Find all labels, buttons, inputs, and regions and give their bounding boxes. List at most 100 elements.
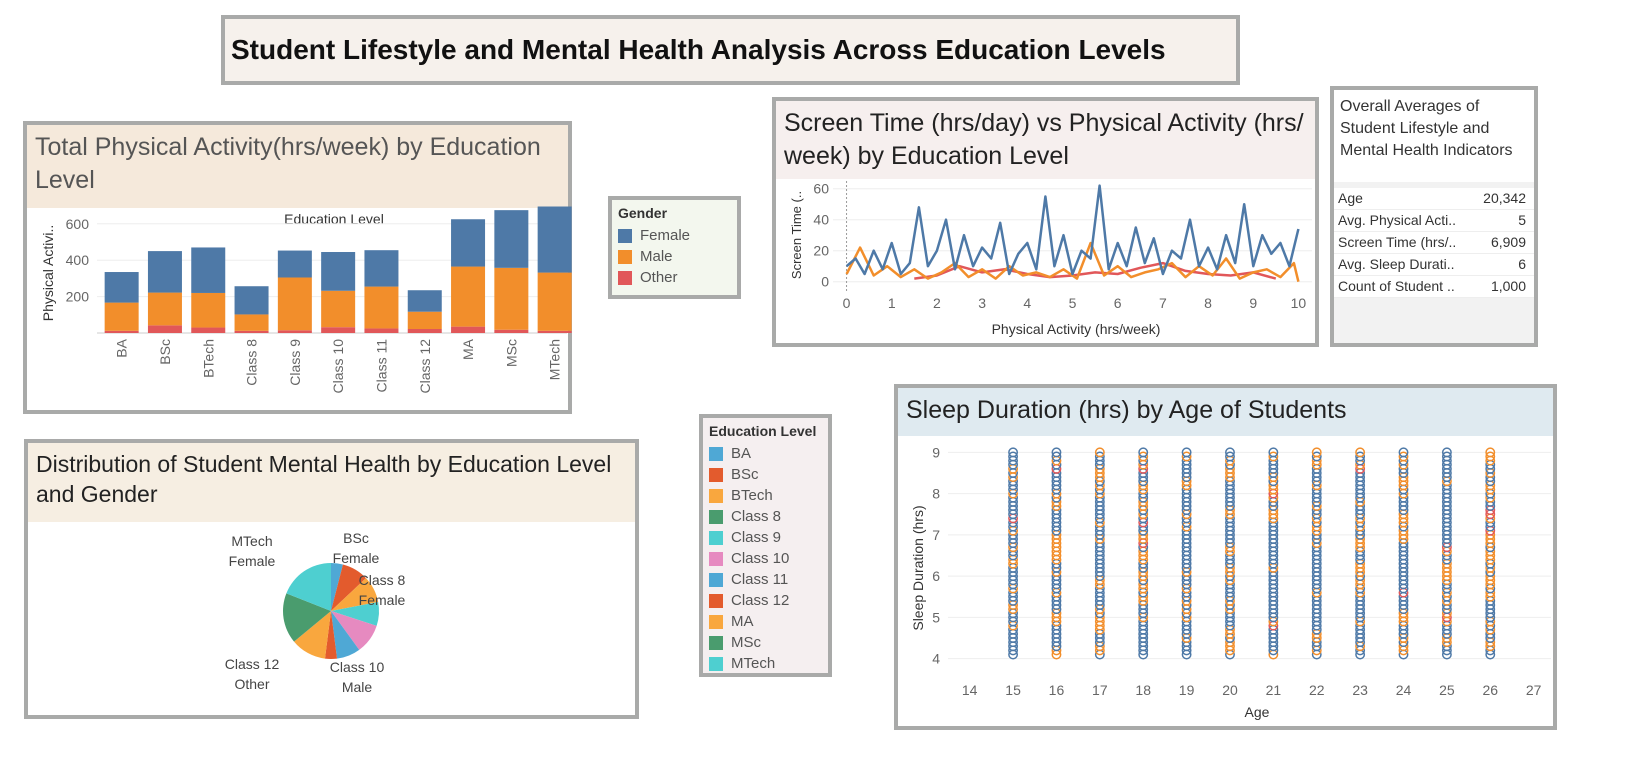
- bar-segment: [494, 210, 529, 268]
- bar-x-tick-label: Class 10: [330, 339, 346, 394]
- line-x-tick-label: 0: [843, 295, 851, 311]
- bar-segment: [451, 219, 486, 267]
- scatter-point: [1311, 447, 1322, 458]
- sleep-duration-title: Sleep Duration (hrs) by Age of Students: [898, 388, 1553, 436]
- legend-label: MTech: [731, 655, 776, 672]
- education-legend-item[interactable]: Class 11: [709, 569, 822, 590]
- education-legend-item[interactable]: MA: [709, 611, 822, 632]
- bar-segment: [191, 292, 226, 328]
- education-legend-item[interactable]: MTech: [709, 653, 822, 674]
- mental-health-panel[interactable]: Distribution of Student Mental Health by…: [24, 439, 639, 719]
- bar-segment: [407, 311, 442, 329]
- bar-segment: [277, 250, 312, 278]
- line-chart-xlabel: Physical Activity (hrs/week): [992, 321, 1161, 337]
- legend-label: Class 10: [731, 550, 790, 567]
- scatter-point: [1311, 451, 1322, 462]
- education-legend-item[interactable]: Class 9: [709, 527, 822, 548]
- education-legend-item[interactable]: MSc: [709, 632, 822, 653]
- gender-legend-item[interactable]: Female: [618, 225, 731, 246]
- line-series-male: [845, 241, 1300, 282]
- scatter-x-tick-label: 24: [1396, 682, 1412, 698]
- pie-label-line2: Male: [342, 679, 373, 695]
- education-legend-item[interactable]: BA: [709, 443, 822, 464]
- education-level-legend[interactable]: Education Level BA BSc BTech Class 8 Class 9…: [699, 414, 832, 677]
- pie-slice: [331, 564, 366, 611]
- bar-segment: [451, 266, 486, 327]
- physical-activity-panel[interactable]: Total Physical Activity(hrs/week) by Edu…: [23, 121, 572, 414]
- physical-activity-bar-chart[interactable]: Education Level Physical Activi.. 200 400…: [27, 125, 572, 410]
- bar-x-tick-label: BA: [114, 338, 130, 357]
- pie-slice: [331, 563, 343, 611]
- stats-label: Age: [1338, 190, 1363, 206]
- stats-row: Screen Time (hrs/.. 6,909: [1334, 232, 1534, 254]
- legend-swatch: [709, 530, 723, 545]
- scatter-x-tick-label: 26: [1482, 682, 1498, 698]
- scatter-y-tick-label: 4: [932, 651, 940, 667]
- pie-label-line2: Female: [229, 553, 276, 569]
- pie-slice: [294, 611, 331, 659]
- bar-x-tick-label: BTech: [200, 339, 216, 378]
- bar-segment: [147, 251, 182, 293]
- bar-x-tick-label: Class 12: [417, 339, 433, 394]
- sleep-scatter-chart[interactable]: Age Sleep Duration (hrs) 4 5 6 7 8 9 14 15 16 17 1…: [898, 388, 1553, 726]
- scatter-point: [1268, 451, 1279, 462]
- scatter-ylabel: Sleep Duration (hrs): [910, 505, 926, 630]
- gender-legend[interactable]: Gender Female Male Other: [608, 196, 741, 299]
- bar-segment: [321, 290, 356, 328]
- line-series-female: [845, 184, 1300, 276]
- scatter-point: [1225, 451, 1235, 462]
- bar-x-tick-label: MSc: [503, 339, 519, 367]
- screen-time-panel[interactable]: Screen Time (hrs/day) vs Physical Activi…: [772, 97, 1319, 347]
- scatter-point: [1051, 447, 1062, 458]
- bar-segment: [147, 292, 182, 326]
- bar-segment: [234, 286, 269, 315]
- legend-swatch: [618, 270, 632, 285]
- gender-legend-title: Gender: [618, 205, 668, 221]
- pie-slice: [283, 593, 331, 642]
- legend-swatch: [618, 228, 632, 243]
- education-legend-item[interactable]: BTech: [709, 485, 822, 506]
- scatter-point: [1398, 451, 1409, 462]
- bar-segment: [494, 267, 529, 330]
- scatter-point: [1051, 451, 1062, 462]
- stats-row: Count of Student .. 1,000: [1334, 276, 1534, 298]
- pie-slice: [324, 611, 338, 659]
- scatter-point: [1094, 451, 1105, 462]
- scatter-x-tick-label: 23: [1352, 682, 1368, 698]
- bar-x-tick-label: BSc: [157, 339, 173, 365]
- sleep-duration-panel[interactable]: Sleep Duration (hrs) by Age of Students …: [894, 384, 1557, 730]
- bar-x-tick-label: Class 11: [373, 339, 389, 393]
- overall-averages-panel[interactable]: Overall Averages of Student Lifestyle an…: [1330, 86, 1538, 347]
- line-x-tick-label: 6: [1114, 295, 1122, 311]
- scatter-y-tick-label: 9: [932, 444, 940, 460]
- line-y-tick-label: 60: [813, 181, 829, 197]
- legend-swatch: [709, 614, 723, 629]
- legend-swatch: [709, 656, 723, 671]
- pie-label-line1: Class 10: [330, 659, 385, 675]
- scatter-x-tick-label: 15: [1005, 682, 1021, 698]
- gender-legend-item[interactable]: Male: [618, 246, 731, 267]
- legend-swatch: [709, 551, 723, 566]
- stats-value: 20,342: [1483, 190, 1526, 206]
- legend-swatch: [618, 249, 632, 264]
- screen-time-line-chart[interactable]: Physical Activity (hrs/week) Screen Time…: [776, 101, 1315, 343]
- gender-legend-item[interactable]: Other: [618, 267, 731, 288]
- education-legend-item[interactable]: BSc: [709, 464, 822, 485]
- education-legend-item[interactable]: Class 12: [709, 590, 822, 611]
- dashboard-title-banner: Student Lifestyle and Mental Health Anal…: [221, 15, 1240, 85]
- legend-swatch: [709, 593, 723, 608]
- scatter-x-tick-label: 19: [1179, 682, 1195, 698]
- stats-label: Screen Time (hrs/..: [1338, 234, 1457, 250]
- mental-health-title: Distribution of Student Mental Health by…: [28, 443, 635, 522]
- line-y-tick-label: 20: [813, 243, 829, 259]
- scatter-x-tick-label: 16: [1049, 682, 1065, 698]
- bar-segment: [191, 247, 226, 293]
- pie-slice: [331, 602, 379, 626]
- mental-health-pie-chart[interactable]: MTech Female BSc Female Class 8 Female Class 1…: [28, 443, 635, 715]
- bar-x-tick-label: MA: [460, 338, 476, 360]
- line-y-tick-label: 40: [813, 212, 829, 228]
- scatter-x-tick-label: 27: [1526, 682, 1542, 698]
- scatter-point: [1355, 447, 1366, 458]
- education-legend-item[interactable]: Class 8: [709, 506, 822, 527]
- education-legend-item[interactable]: Class 10: [709, 548, 822, 569]
